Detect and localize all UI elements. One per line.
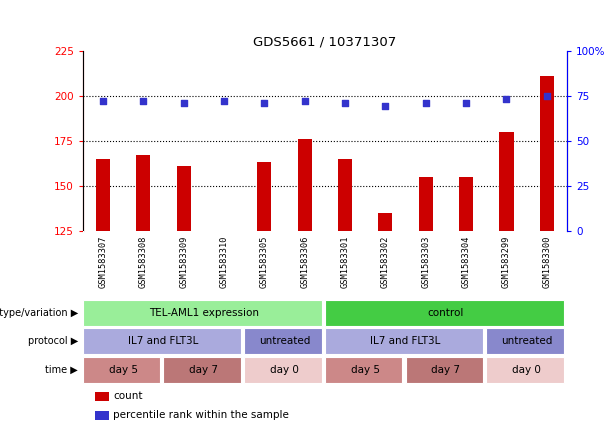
Title: GDS5661 / 10371307: GDS5661 / 10371307 [253, 35, 397, 48]
Point [179, 99, 189, 106]
Text: GSM1583303: GSM1583303 [421, 236, 430, 288]
Text: GSM1583302: GSM1583302 [381, 236, 390, 288]
Text: day 7: day 7 [189, 365, 218, 375]
Text: GSM1583299: GSM1583299 [502, 236, 511, 288]
Point [421, 99, 431, 106]
Bar [486, 357, 564, 383]
Text: GSM1583304: GSM1583304 [462, 236, 471, 288]
Text: control: control [428, 308, 464, 318]
Text: GSM1583306: GSM1583306 [300, 236, 309, 288]
Bar [96, 159, 110, 231]
Text: day 7: day 7 [432, 365, 460, 375]
Text: TEL-AML1 expression: TEL-AML1 expression [149, 308, 259, 318]
Text: GSM1583310: GSM1583310 [219, 236, 229, 288]
Text: count: count [113, 391, 142, 401]
Point [98, 98, 108, 104]
Bar [95, 411, 109, 420]
Bar [325, 299, 564, 326]
Text: day 0: day 0 [270, 365, 299, 375]
Text: IL7 and FLT3L: IL7 and FLT3L [128, 336, 199, 346]
Text: GSM1583308: GSM1583308 [139, 236, 148, 288]
Text: GSM1583301: GSM1583301 [341, 236, 349, 288]
Bar [406, 357, 483, 383]
Text: GSM1583307: GSM1583307 [99, 236, 107, 288]
Bar [338, 159, 352, 231]
Text: GSM1583305: GSM1583305 [260, 236, 269, 288]
Bar [459, 177, 473, 231]
Point [300, 98, 310, 104]
Text: untreated: untreated [259, 336, 310, 346]
Bar [378, 213, 392, 231]
Point [501, 96, 511, 103]
Text: untreated: untreated [501, 336, 552, 346]
Bar [257, 162, 272, 231]
Text: genotype/variation ▶: genotype/variation ▶ [0, 308, 78, 318]
Bar [419, 177, 433, 231]
Text: GSM1583309: GSM1583309 [179, 236, 188, 288]
Point [461, 99, 471, 106]
Bar [83, 328, 241, 354]
Text: IL7 and FLT3L: IL7 and FLT3L [370, 336, 441, 346]
Bar [83, 357, 160, 383]
Bar [325, 357, 402, 383]
Point [542, 92, 552, 99]
Text: day 5: day 5 [351, 365, 379, 375]
Text: day 5: day 5 [109, 365, 137, 375]
Bar [177, 166, 191, 231]
Point [219, 98, 229, 104]
Bar [95, 392, 109, 401]
Bar [298, 139, 312, 231]
Text: time ▶: time ▶ [45, 365, 78, 375]
Bar [486, 328, 564, 354]
Bar [325, 328, 483, 354]
Bar [500, 132, 514, 231]
Point [139, 98, 148, 104]
Text: protocol ▶: protocol ▶ [28, 336, 78, 346]
Point [381, 103, 390, 110]
Point [259, 99, 269, 106]
Bar [244, 328, 322, 354]
Bar [164, 357, 241, 383]
Bar [136, 155, 150, 231]
Point [340, 99, 350, 106]
Bar [540, 76, 554, 231]
Text: day 0: day 0 [512, 365, 541, 375]
Bar [244, 357, 322, 383]
Bar [83, 299, 322, 326]
Text: percentile rank within the sample: percentile rank within the sample [113, 410, 289, 420]
Text: GSM1583300: GSM1583300 [543, 236, 551, 288]
